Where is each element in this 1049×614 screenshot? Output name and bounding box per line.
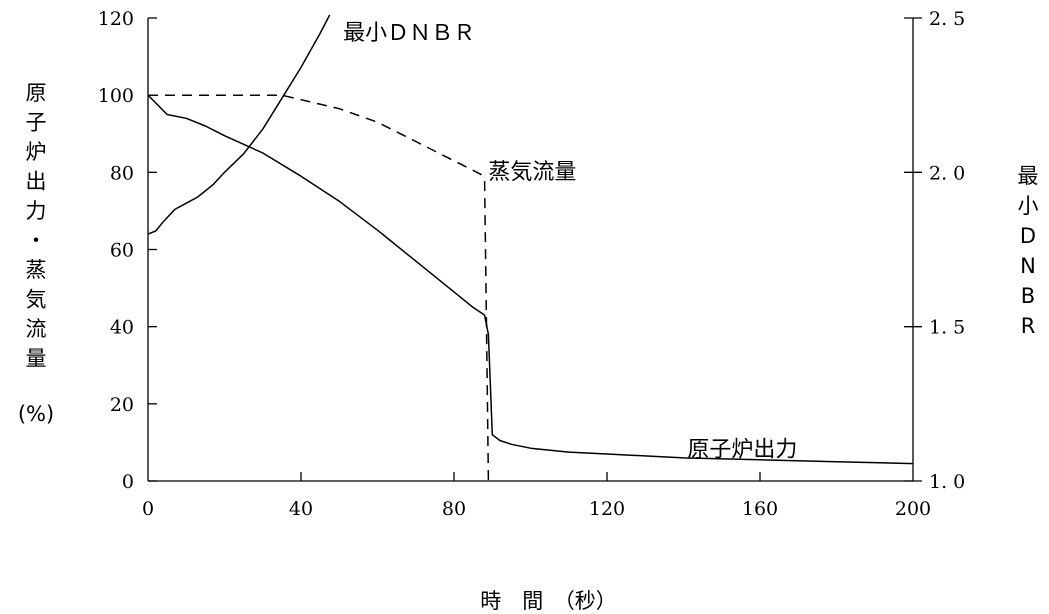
x-axis-title: 時 間 （秒）	[480, 589, 617, 613]
y-right-title-char: N	[1020, 254, 1036, 278]
y-left-title-char: 気	[26, 288, 47, 312]
x-tick-label: 200	[895, 498, 931, 520]
series-annotation: 原子炉出力	[687, 438, 797, 463]
y-left-title-char: 量	[26, 347, 47, 371]
y-right-title-char: R	[1021, 314, 1036, 338]
y-left-title-char: 力	[26, 199, 47, 223]
y-right-title-char: 最	[1018, 164, 1039, 188]
y-right-title-char: 小	[1018, 194, 1039, 218]
x-tick-label: 120	[589, 498, 625, 520]
series-annotation: 最小ＤＮＢＲ	[343, 21, 475, 46]
y-left-title-char: 蒸	[26, 258, 47, 282]
y-right-tick-label: 1. 5	[929, 317, 965, 339]
labels: 0 40 80 120 160 200 0 20 40 60 80 100 120 1. 0 1. 5 2. …	[18, 8, 1039, 613]
y-left-tick-label: 100	[98, 85, 134, 107]
y-left-title-char: 炉	[26, 140, 47, 164]
y-left-tick-label: 40	[110, 317, 134, 339]
y-left-title-char: ・	[26, 229, 47, 253]
series-annotation: 蒸気流量	[488, 160, 576, 185]
series-line-0	[147, 94, 914, 465]
y-left-tick-label: 80	[110, 162, 134, 184]
y-right-tick-label: 1. 0	[929, 471, 965, 493]
y-left-title-char: 原	[26, 81, 47, 105]
y-right-title-char: B	[1021, 284, 1035, 308]
axes	[147, 18, 914, 482]
x-tick-label: 40	[289, 498, 313, 520]
series-lines	[147, 14, 914, 482]
x-tick-label: 160	[742, 498, 778, 520]
series-line-1	[148, 94, 490, 482]
y-right-title-char: D	[1020, 224, 1036, 248]
y-left-title-char: 出	[26, 170, 47, 194]
y-left-title-unit: (%)	[18, 402, 54, 426]
y-right-tick-label: 2. 0	[929, 162, 965, 184]
series-line-2	[147, 14, 331, 235]
y-left-title-char: 流	[26, 317, 47, 341]
y-left-tick-label: 20	[110, 394, 134, 416]
x-tick-label: 80	[442, 498, 466, 520]
y-right-tick-label: 2. 5	[929, 8, 965, 30]
y-left-tick-label: 60	[110, 240, 134, 262]
y-left-title-char: 子	[26, 111, 47, 135]
y-left-tick-label: 120	[98, 8, 134, 30]
x-tick-label: 0	[142, 498, 154, 520]
y-left-tick-label: 0	[122, 471, 134, 493]
ticks	[148, 17, 922, 482]
